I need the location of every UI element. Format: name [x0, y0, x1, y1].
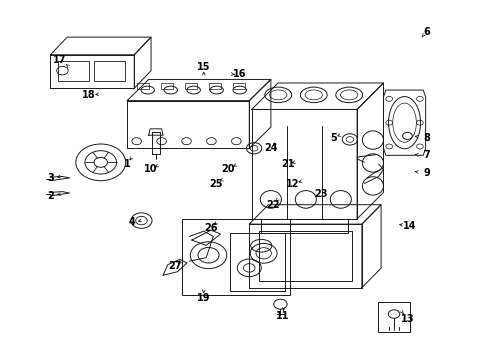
Text: 20: 20: [221, 165, 234, 174]
Bar: [377, 302, 409, 332]
Text: 26: 26: [204, 222, 217, 233]
Text: 21: 21: [280, 159, 294, 169]
Text: 27: 27: [168, 261, 182, 271]
Bar: [185, 83, 196, 89]
Text: 11: 11: [276, 311, 289, 321]
Text: 18: 18: [82, 90, 95, 100]
Text: 12: 12: [285, 179, 299, 189]
Text: 19: 19: [197, 293, 210, 303]
Bar: [233, 83, 244, 89]
Text: 25: 25: [208, 179, 222, 189]
Text: 6: 6: [422, 27, 429, 37]
Text: 15: 15: [197, 62, 210, 72]
Bar: [161, 83, 172, 89]
Bar: [230, 233, 285, 291]
Bar: [209, 83, 220, 89]
Text: 16: 16: [232, 69, 246, 79]
Text: 9: 9: [422, 168, 429, 178]
Text: 5: 5: [329, 133, 336, 143]
Text: 4: 4: [128, 217, 135, 227]
Bar: [58, 61, 89, 81]
Bar: [182, 219, 289, 294]
Text: 23: 23: [314, 189, 327, 199]
Text: 17: 17: [53, 55, 67, 65]
Text: 3: 3: [47, 173, 54, 183]
Text: 24: 24: [264, 143, 277, 153]
Text: 1: 1: [123, 159, 130, 169]
Text: 13: 13: [400, 314, 413, 324]
Text: 22: 22: [266, 200, 280, 210]
Text: 10: 10: [144, 165, 158, 174]
Text: 14: 14: [402, 221, 416, 231]
Text: 8: 8: [422, 133, 429, 143]
Bar: [93, 61, 125, 81]
Bar: [137, 83, 148, 89]
Text: 7: 7: [422, 150, 429, 160]
Text: 2: 2: [47, 191, 54, 201]
